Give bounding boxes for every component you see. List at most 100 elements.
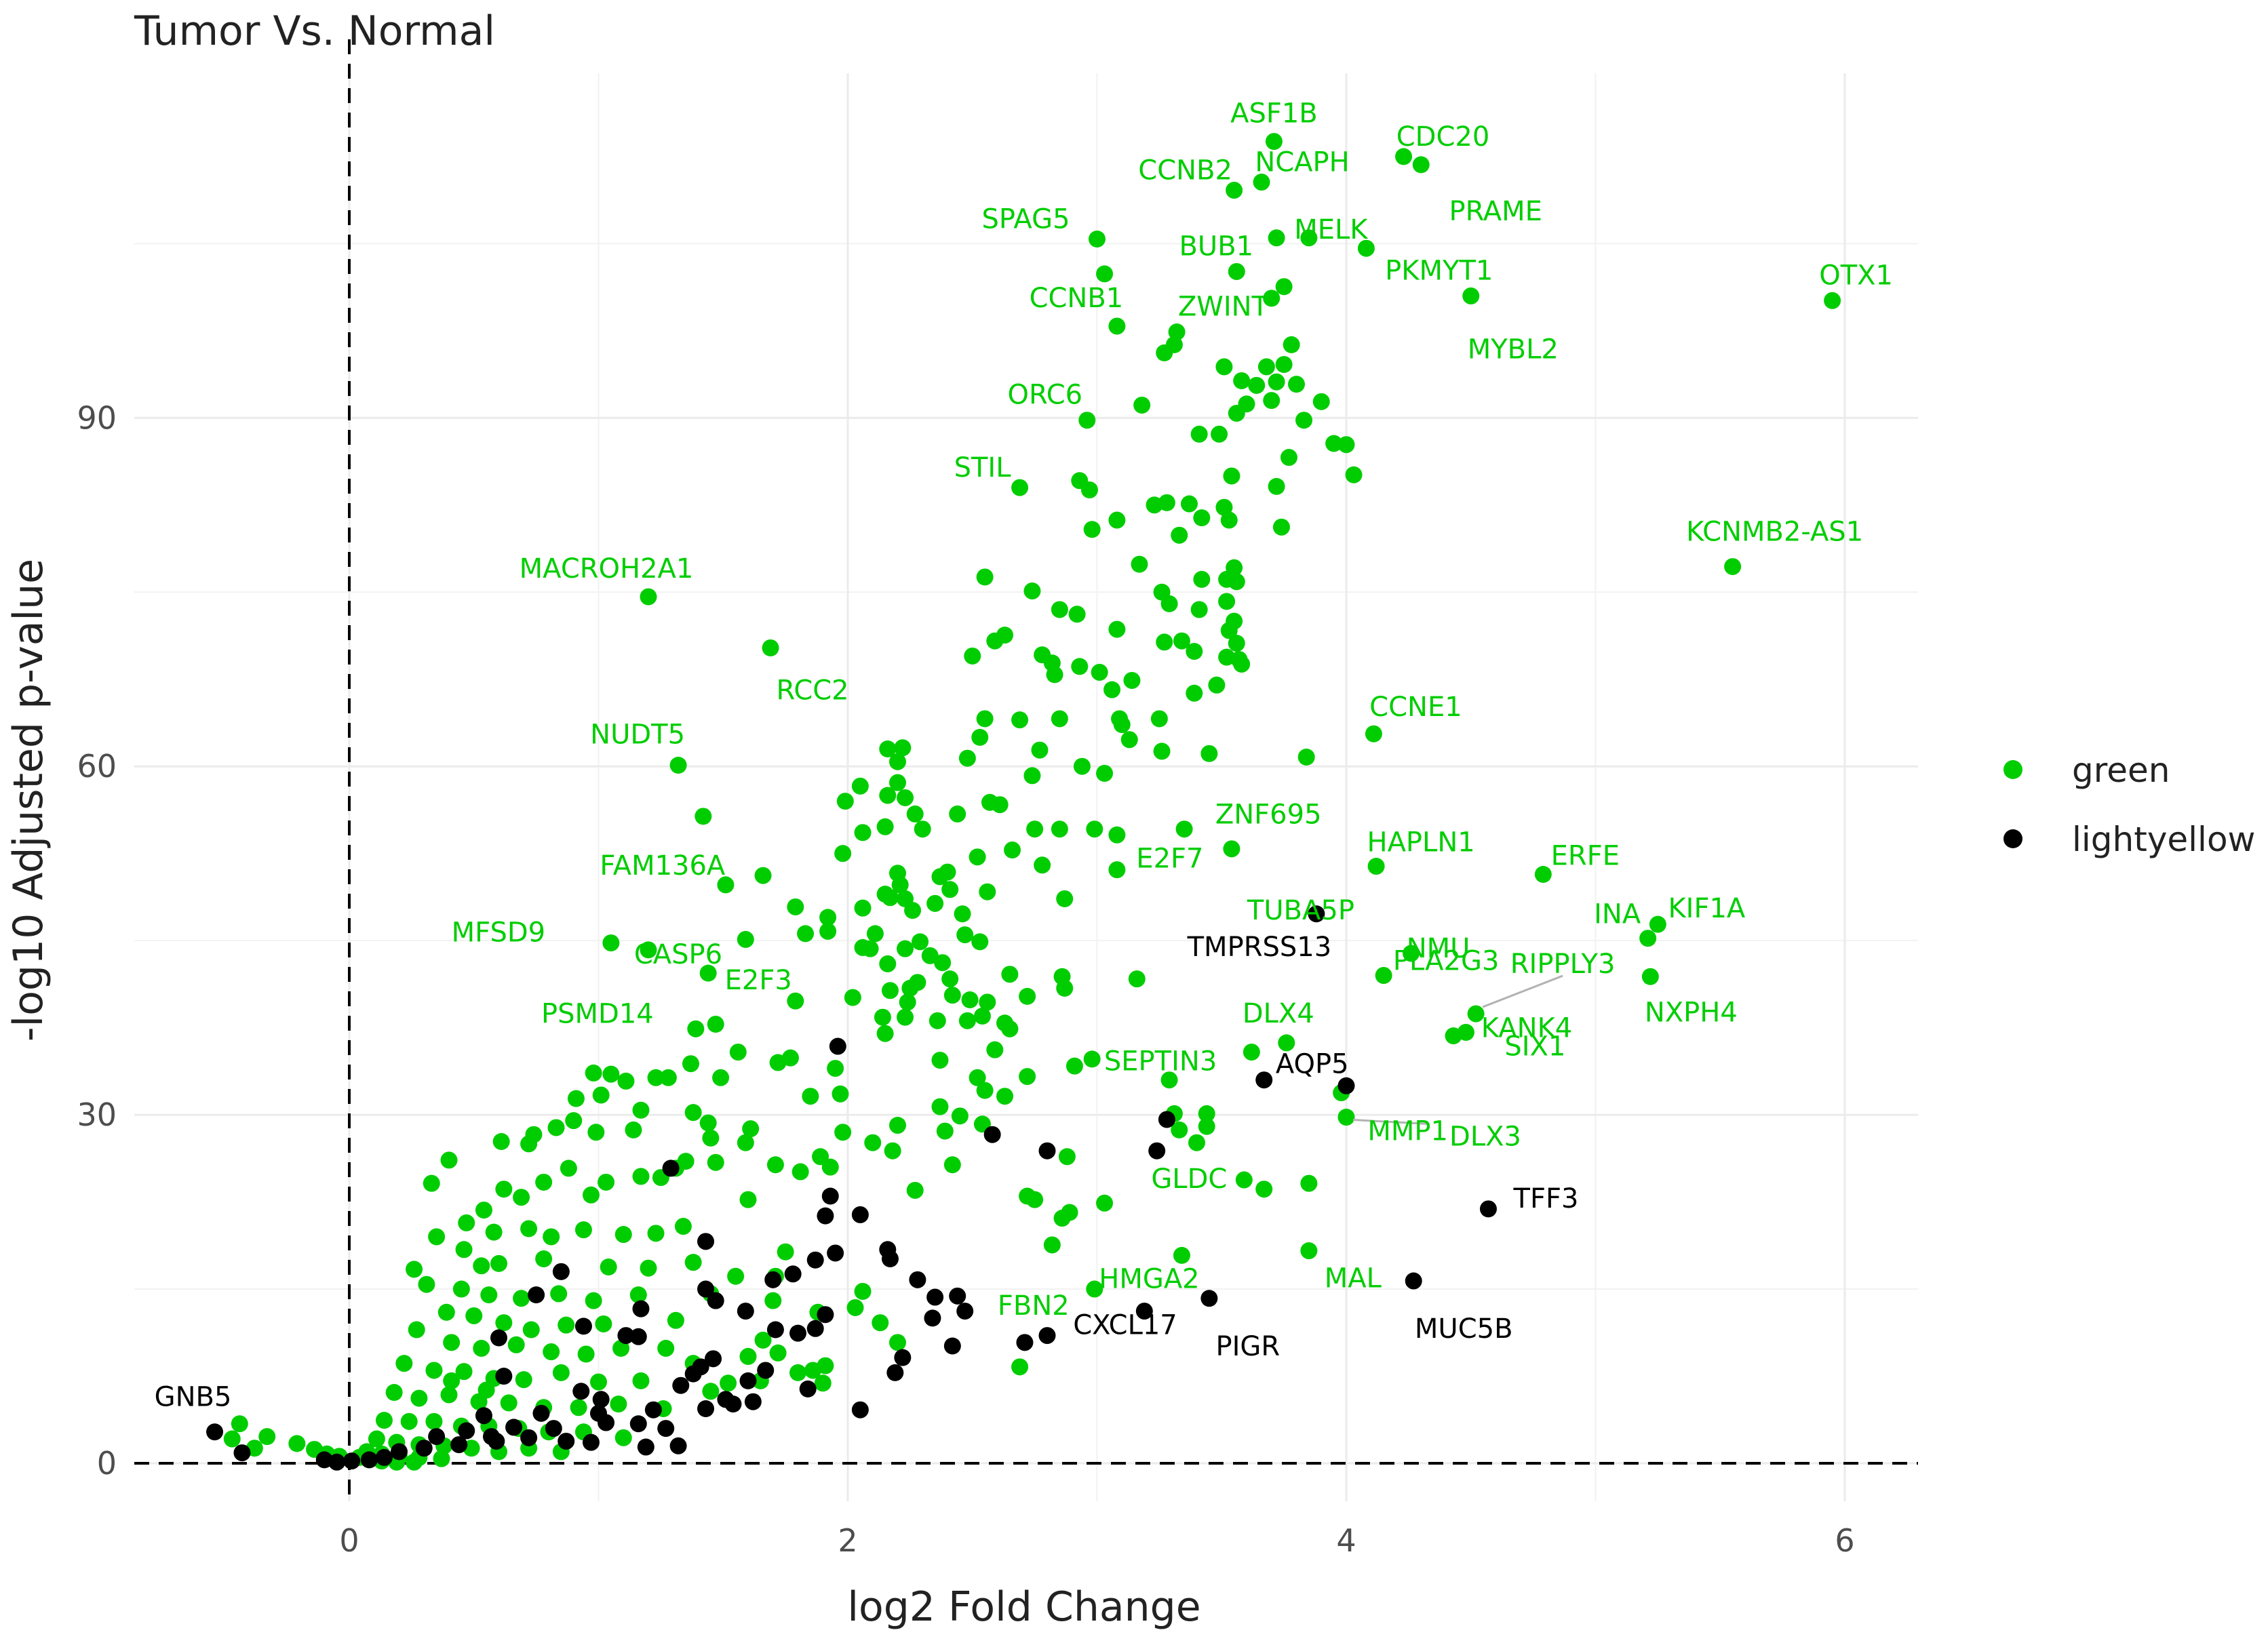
data-point-green — [729, 1044, 747, 1061]
data-point-green — [754, 867, 772, 884]
data-point-green — [418, 1275, 435, 1293]
data-point-green — [1300, 229, 1318, 247]
data-point-green — [1123, 671, 1141, 689]
data-point-green — [1325, 435, 1343, 452]
data-point-green — [647, 1069, 665, 1086]
data-point-green — [739, 1191, 757, 1208]
data-point-green — [1275, 278, 1293, 296]
data-point-green — [764, 1292, 782, 1309]
data-point-green — [931, 868, 949, 886]
data-point-green — [777, 1243, 794, 1261]
data-point-green — [507, 1336, 525, 1353]
data-point-green — [1220, 511, 1238, 529]
data-point-lightyellow — [766, 1321, 784, 1339]
data-point-green — [522, 1321, 540, 1339]
gene-label: HAPLN1 — [1367, 827, 1474, 858]
data-point-green — [1357, 239, 1375, 257]
data-point-green — [1078, 412, 1096, 429]
data-point-green — [1023, 582, 1041, 600]
x-axis-ticks: 0 2 4 6 — [339, 1522, 1854, 1559]
data-point-green — [769, 1344, 787, 1362]
data-point-lightyellow — [490, 1329, 507, 1347]
axes: 0 2 4 6 0 30 60 90 log2 Fold Change -log10 Adj… — [5, 7, 1855, 1631]
data-point-green — [443, 1334, 461, 1351]
data-point-green — [1011, 479, 1029, 496]
data-point-green — [976, 710, 994, 728]
data-point-green — [941, 970, 959, 988]
data-point-green — [737, 930, 754, 948]
gene-label: MAL — [1325, 1263, 1382, 1294]
gene-label: PSMD14 — [541, 999, 654, 1030]
data-point-lightyellow — [644, 1401, 662, 1419]
data-point-green — [433, 1450, 450, 1467]
data-point-green — [973, 1007, 991, 1025]
data-point-green — [931, 1098, 949, 1115]
gene-label: PKMYT1 — [1385, 255, 1493, 286]
data-point-green — [1156, 633, 1173, 651]
gene-label: CDC20 — [1396, 121, 1490, 153]
data-point-lightyellow — [724, 1395, 742, 1413]
gene-label: E2F3 — [725, 965, 792, 996]
x-axis-label: log2 Fold Change — [847, 1583, 1200, 1631]
data-point-green — [385, 1384, 403, 1402]
data-point-green — [574, 1221, 592, 1239]
data-point-lightyellow — [1255, 1071, 1273, 1089]
data-point-green — [543, 1343, 560, 1361]
data-point-lightyellow — [617, 1327, 635, 1345]
data-point-green — [485, 1223, 503, 1241]
data-point-green — [667, 1311, 684, 1329]
data-point-green — [440, 1386, 458, 1404]
data-point-lightyellow — [705, 1350, 722, 1368]
data-point-green — [866, 925, 884, 943]
data-point-green — [1198, 1105, 1215, 1122]
data-point-lightyellow — [707, 1292, 724, 1309]
gene-label: PIGR — [1216, 1331, 1280, 1362]
gene-label: DLX3 — [1449, 1122, 1521, 1153]
data-point-lightyellow — [558, 1432, 575, 1450]
data-point-green — [567, 1090, 585, 1107]
data-point-green — [1193, 509, 1211, 527]
data-point-green — [1462, 287, 1480, 304]
data-point-green — [1188, 1134, 1205, 1151]
data-point-green — [787, 898, 804, 915]
data-point-green — [766, 1156, 784, 1174]
data-point-green — [565, 1112, 583, 1130]
data-point-lightyellow — [827, 1244, 844, 1262]
data-point-green — [552, 1364, 570, 1381]
data-point-green — [854, 938, 872, 956]
data-point-green — [954, 905, 971, 923]
data-point-lightyellow — [1405, 1272, 1422, 1290]
gene-label: FBN2 — [998, 1290, 1070, 1322]
data-point-green — [797, 925, 815, 943]
data-point-green — [513, 1189, 530, 1206]
gene-label: CCNB1 — [1030, 283, 1124, 314]
gene-label: ZNF695 — [1215, 799, 1322, 830]
data-point-green — [699, 1114, 717, 1132]
data-point-green — [480, 1286, 498, 1304]
data-point-green — [406, 1261, 423, 1278]
data-point-green — [819, 922, 837, 940]
data-point-green — [707, 1153, 724, 1171]
data-point-green — [844, 989, 861, 1006]
data-point-green — [1641, 968, 1659, 985]
data-point-lightyellow — [1038, 1327, 1056, 1345]
data-point-green — [943, 987, 961, 1004]
data-point-green — [1158, 494, 1175, 511]
data-point-green — [612, 1339, 630, 1357]
data-point-green — [762, 639, 779, 656]
data-point-green — [1011, 1358, 1029, 1376]
data-point-lightyellow — [1016, 1334, 1034, 1351]
data-point-green — [879, 740, 897, 758]
data-point-lightyellow — [983, 1126, 1001, 1143]
data-point-green — [520, 1220, 538, 1237]
data-point-green — [1445, 1027, 1462, 1045]
x-tick-label: 4 — [1336, 1522, 1356, 1559]
data-point-green — [473, 1339, 490, 1357]
data-point-green — [1096, 265, 1114, 283]
data-point-green — [1180, 495, 1198, 513]
data-point-lightyellow — [1135, 1303, 1153, 1320]
data-point-green — [1051, 601, 1068, 618]
data-point-green — [1171, 1121, 1188, 1138]
data-point-green — [1228, 262, 1245, 280]
data-point-green — [1186, 643, 1203, 660]
